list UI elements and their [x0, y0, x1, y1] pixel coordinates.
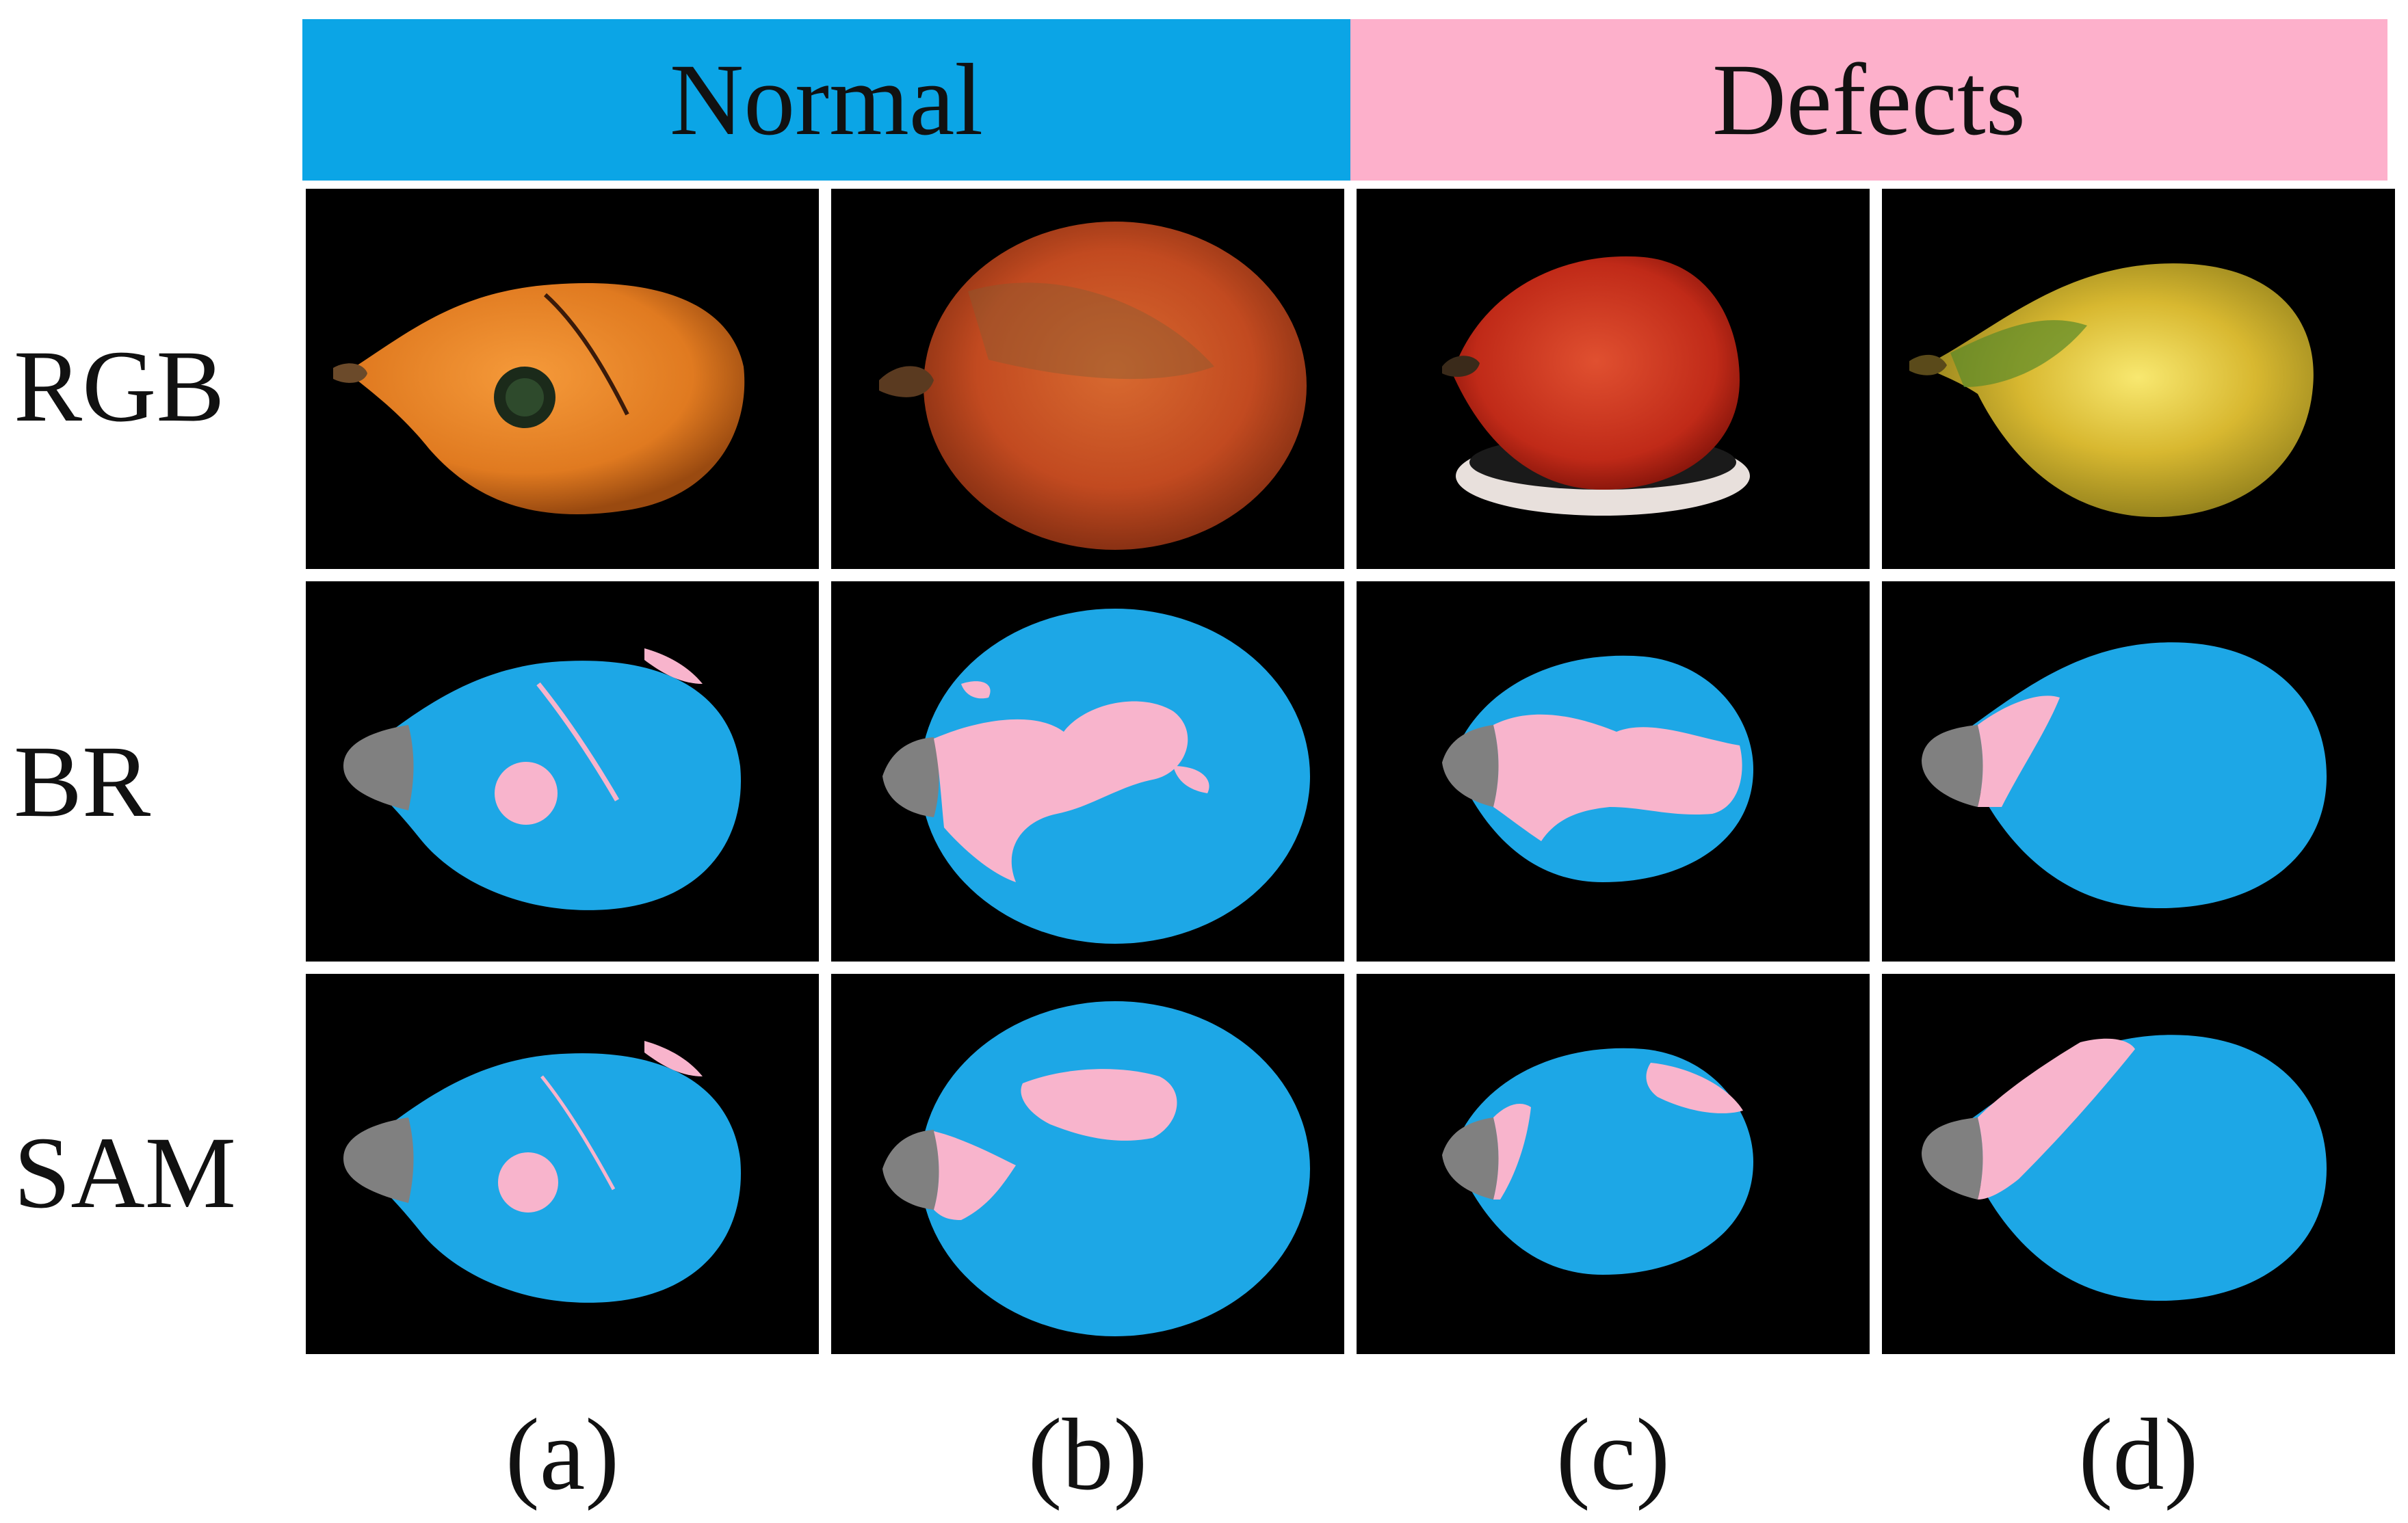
- rgb-image-c: [1357, 189, 1870, 569]
- normal-header: Normal: [302, 19, 1350, 181]
- br-mask-a: [306, 581, 819, 962]
- row-label-rgb: RGB: [14, 330, 225, 443]
- sam-mask-b: [831, 974, 1344, 1354]
- col-label-d: (d): [2078, 1398, 2199, 1511]
- rgb-image-d: [1882, 189, 2395, 569]
- col-label-a: (a): [505, 1398, 620, 1511]
- col-label-c: (c): [1556, 1398, 1671, 1511]
- sam-mask-d: [1882, 974, 2395, 1354]
- br-mask-d: [1882, 581, 2395, 962]
- sam-mask-c: [1357, 974, 1870, 1354]
- rgb-image-a: [306, 189, 819, 569]
- row-label-br: BR: [14, 725, 151, 838]
- br-mask-b: [831, 581, 1344, 962]
- defects-header: Defects: [1350, 19, 2387, 181]
- rgb-image-b: [831, 189, 1344, 569]
- br-mask-c: [1357, 581, 1870, 962]
- row-label-sam: SAM: [14, 1116, 237, 1230]
- sam-mask-a: [306, 974, 819, 1354]
- col-label-b: (b): [1028, 1398, 1148, 1511]
